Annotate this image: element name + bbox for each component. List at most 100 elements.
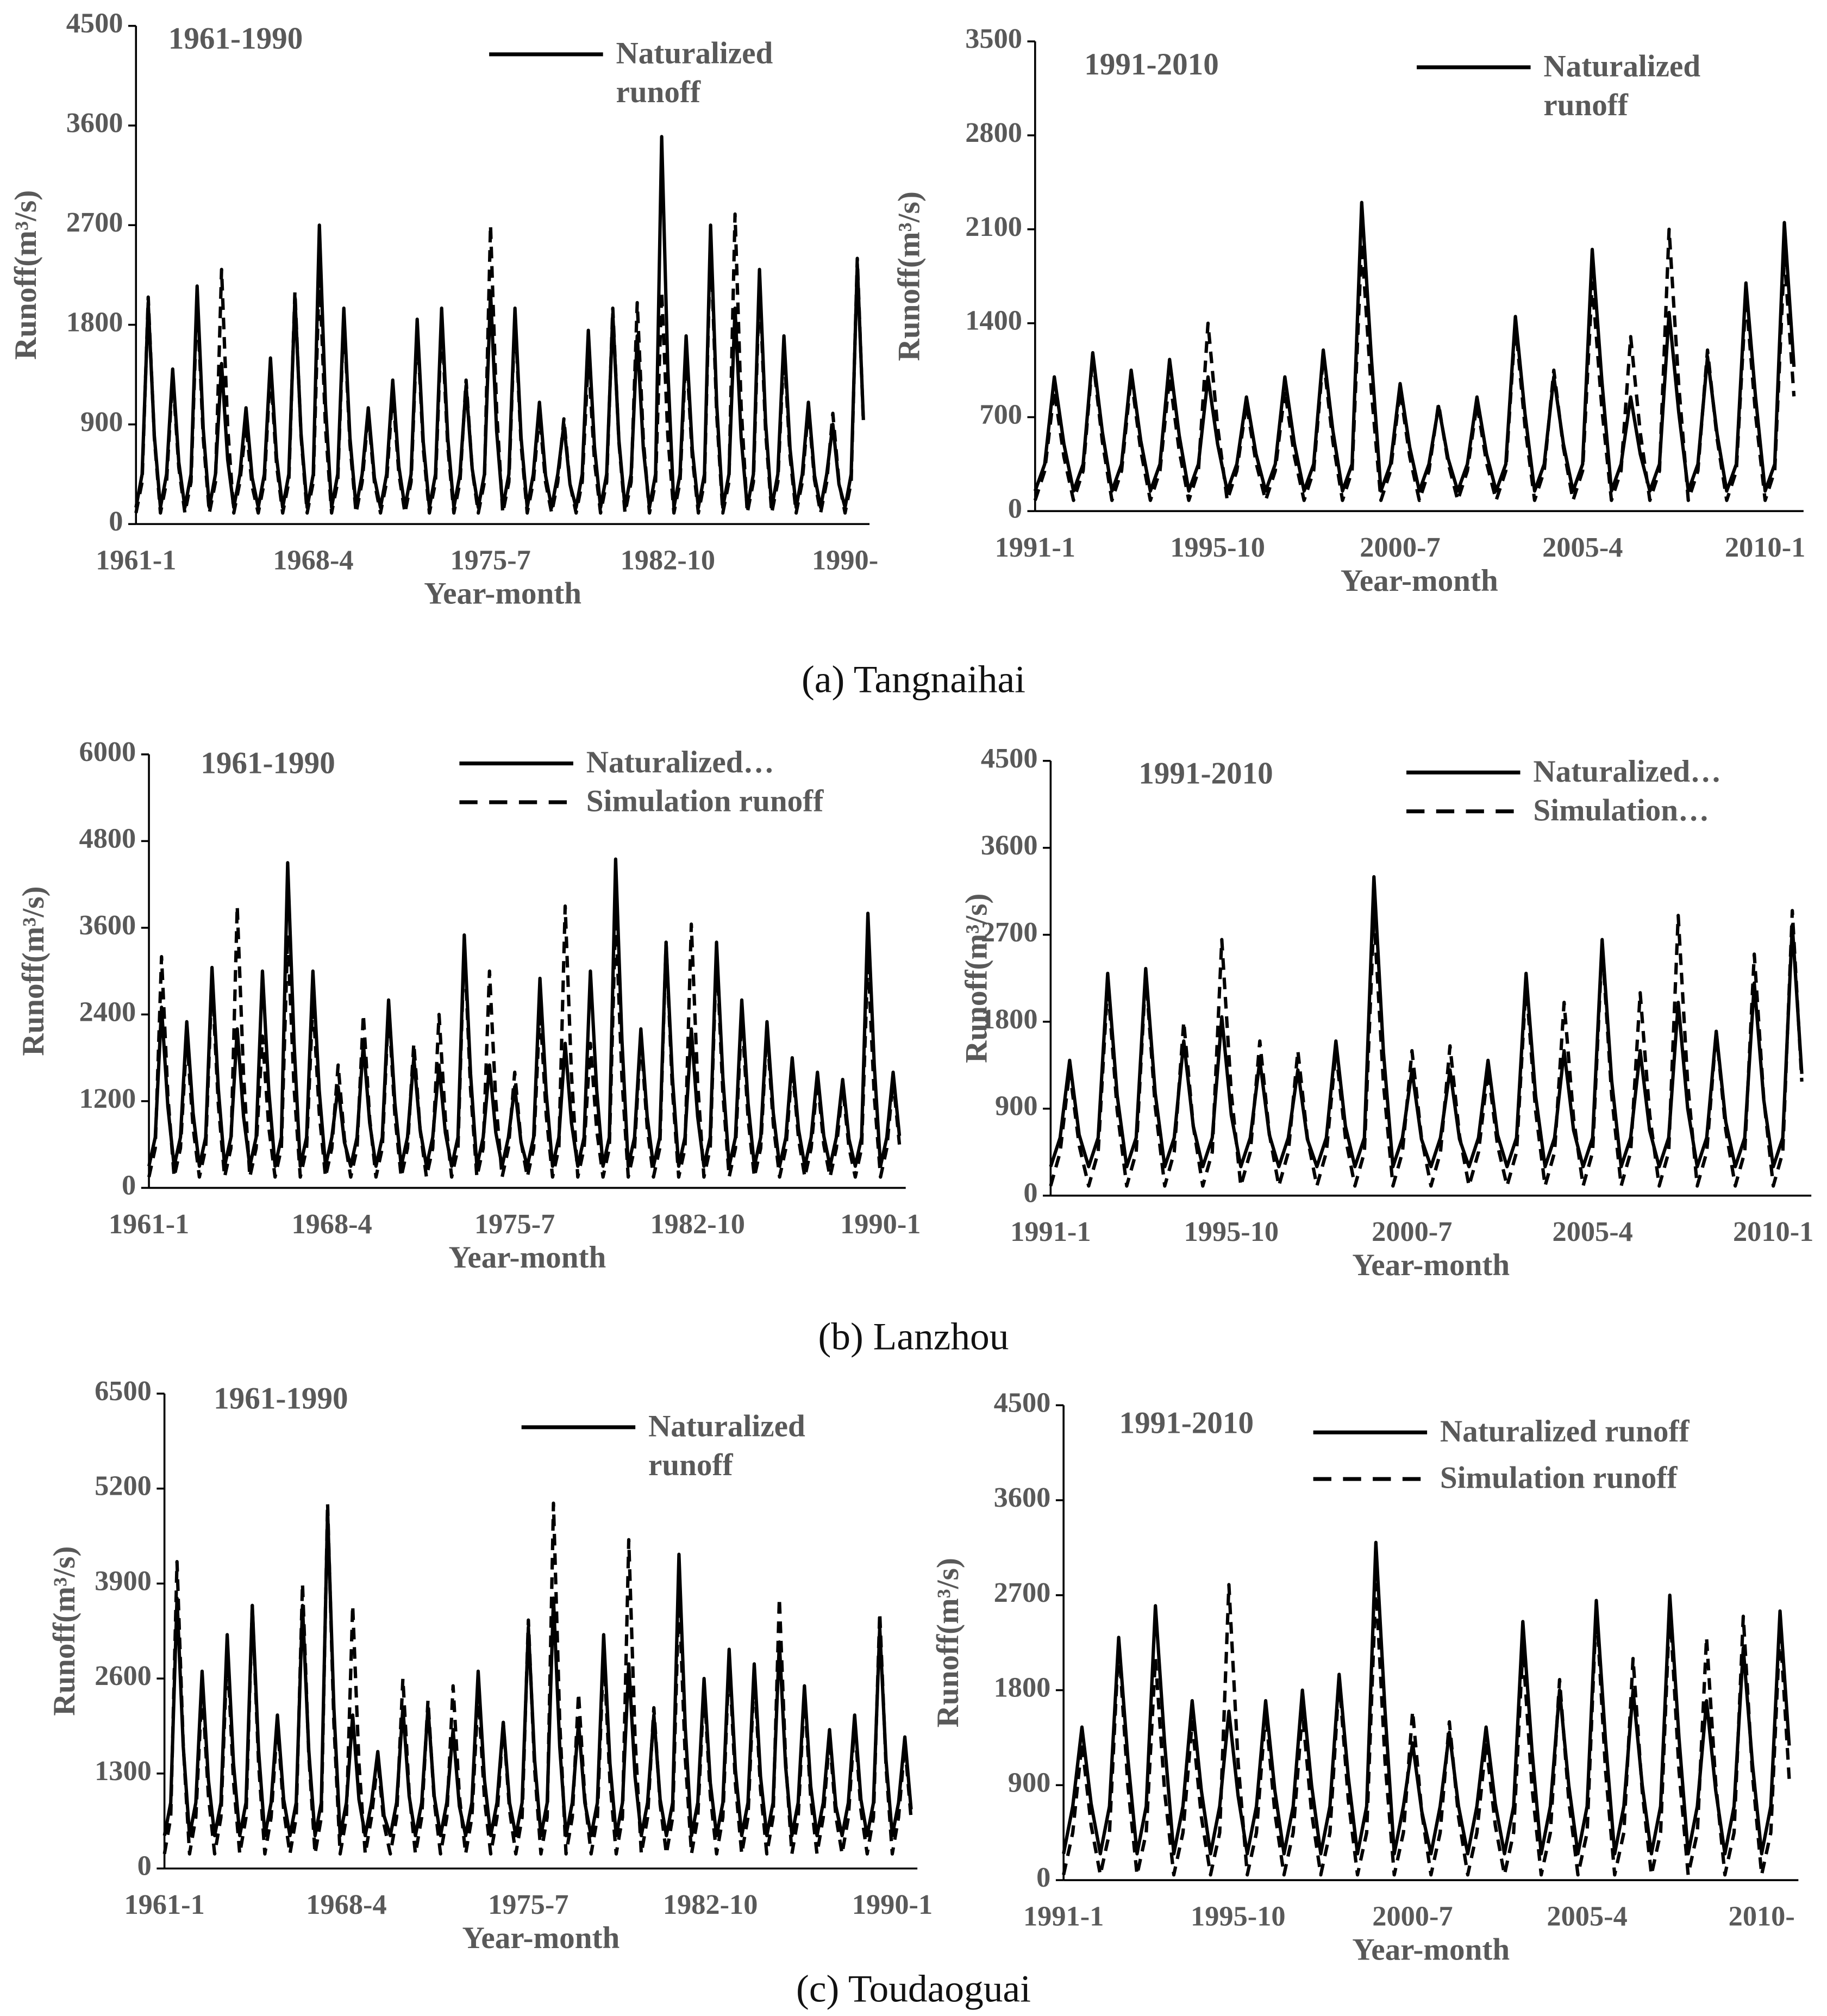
y-tick-label: 3900 [95,1565,152,1596]
x-tick-label: 1990- [812,545,878,576]
y-tick-label: 900 [1008,1767,1051,1798]
legend-entry: Naturalized runoff [1543,50,1701,123]
y-tick-label: 4800 [79,822,136,854]
x-tick-label: 1982-10 [621,545,716,576]
legend-entry: Simulation… [1533,794,1710,828]
y-tick-label: 6500 [95,1375,152,1407]
period-label: 1991-2010 [1119,1406,1254,1440]
y-tick-label: 3600 [66,107,123,139]
period-label: 1961-1990 [168,21,303,55]
y-axis-label: Runoff(m³/s) [47,1546,82,1716]
legend-entry: Naturalized runoff [616,38,773,110]
y-tick-label: 1800 [981,1003,1038,1035]
legend-label: Naturalized runoff [616,38,773,110]
y-axis-label: Runoff(m³/s) [16,887,51,1056]
period-label: 1961-1990 [201,746,335,780]
y-tick-label: 2400 [79,996,136,1027]
y-tick-label: 1200 [79,1083,136,1114]
legend-entry: Naturalized runoff [1440,1415,1690,1450]
series-line [1033,201,1796,493]
y-tick-label: 0 [1023,1177,1037,1209]
x-tick-label: 2005-4 [1553,1216,1633,1247]
x-tick-label: 1968-4 [273,545,353,576]
y-tick-label: 0 [137,1850,152,1882]
y-tick-label: 2800 [965,117,1022,148]
x-axis-label: Year-month [1341,564,1498,598]
caption: (a) Tangnaihai [802,658,1025,701]
x-tick-label: 1991-1 [995,532,1075,563]
y-tick-label: 0 [1008,492,1022,524]
x-tick-label: 1995-10 [1191,1900,1286,1932]
y-axis-label: Runoff(m³/s) [892,191,927,361]
series-line [1033,227,1796,502]
x-tick-label: 1991-1 [1023,1900,1104,1932]
y-axis-label: Runoff(m³/s) [960,894,994,1063]
legend-entry: Simulation runoff [586,785,824,819]
legend-label: Simulation… [1533,794,1710,828]
x-tick-label: 1968-4 [306,1889,386,1920]
y-tick-label: 2700 [994,1577,1051,1608]
y-axis-label: Runoff(m³/s) [9,190,43,360]
y-tick-label: 5200 [95,1470,152,1502]
y-tick-label: 2600 [95,1660,152,1692]
y-axis-label: Runoff(m³/s) [931,1558,965,1727]
y-tick-label: 3500 [965,23,1022,54]
y-tick-label: 0 [1036,1862,1050,1893]
y-tick-label: 6000 [79,736,136,767]
series-line [162,1508,913,1838]
x-axis-label: Year-month [462,1921,620,1955]
x-tick-label: 2010- [1729,1900,1795,1932]
x-axis-label: Year-month [448,1240,606,1275]
y-tick-label: 1800 [994,1672,1051,1703]
x-tick-label: 1975-7 [450,545,530,576]
legend-label: Simulation runoff [1440,1462,1678,1496]
y-tick-label: 1400 [965,305,1022,336]
legend-entry: Naturalized… [586,746,774,781]
y-tick-label: 3600 [981,829,1038,861]
legend-label: Naturalized… [586,746,774,781]
legend-label: Naturalized runoff [1440,1415,1690,1450]
x-tick-label: 2005-4 [1542,532,1623,563]
y-tick-label: 4500 [66,8,123,39]
legend-entry: Naturalized… [1533,756,1722,790]
x-tick-label: 1995-10 [1184,1216,1279,1247]
y-tick-label: 900 [80,406,123,438]
x-tick-label: 2000-7 [1360,532,1440,563]
x-tick-label: 1982-10 [663,1889,758,1920]
y-tick-label: 2700 [66,207,123,238]
x-axis-label: Year-month [1352,1932,1510,1967]
x-tick-label: 2005-4 [1547,1900,1627,1932]
x-tick-label: 1990-1 [840,1208,921,1240]
x-tick-label: 1961-1 [124,1889,204,1920]
caption: (c) Toudaoguai [796,1968,1031,2011]
x-tick-label: 1968-4 [291,1208,372,1240]
series-line [1062,1583,1791,1877]
y-tick-label: 700 [979,399,1022,430]
x-tick-label: 1995-10 [1170,532,1265,563]
x-axis-label: Year-month [1352,1248,1510,1282]
y-tick-label: 1300 [95,1755,152,1787]
y-tick-label: 3600 [994,1482,1051,1513]
x-tick-label: 1961-1 [109,1208,189,1240]
x-tick-label: 2010-1 [1733,1216,1813,1247]
series-line [1049,875,1804,1169]
series-line [134,135,865,509]
x-tick-label: 1975-7 [488,1889,568,1920]
y-tick-label: 0 [109,505,123,537]
y-tick-label: 2700 [981,916,1038,948]
x-tick-label: 1991-1 [1010,1216,1091,1247]
legend-label: Naturalized… [1533,756,1722,790]
y-tick-label: 2100 [965,211,1022,242]
y-tick-label: 4500 [994,1387,1051,1418]
x-tick-label: 1961-1 [96,545,176,576]
legend-entry: Naturalized runoff [648,1410,805,1483]
y-tick-label: 0 [122,1169,136,1201]
legend-label: Naturalized runoff [1543,50,1701,123]
y-tick-label: 4500 [981,742,1038,774]
x-tick-label: 1982-10 [650,1208,745,1240]
period-label: 1991-2010 [1084,47,1219,82]
period-label: 1991-2010 [1138,756,1273,790]
legend-entry: Simulation runoff [1440,1462,1678,1496]
period-label: 1961-1990 [214,1381,348,1415]
